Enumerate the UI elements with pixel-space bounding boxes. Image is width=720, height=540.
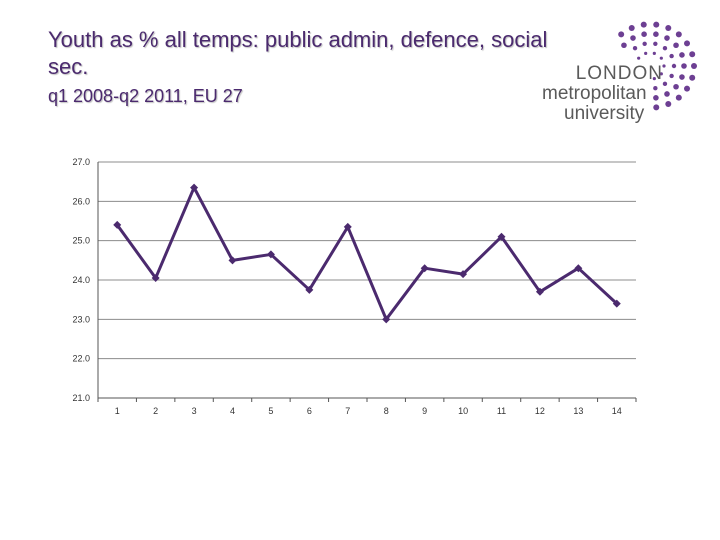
data-point: [574, 264, 583, 273]
logo-dot: [637, 56, 641, 60]
logo-dot: [662, 81, 668, 87]
logo-dot: [664, 35, 670, 41]
logo-dot: [618, 31, 625, 38]
logo-dot: [675, 31, 682, 38]
logo-text-london: LONDON: [575, 63, 663, 84]
logo-dot: [689, 74, 696, 81]
logo-dot: [640, 21, 647, 28]
logo-dot: [662, 64, 666, 68]
x-tick-label: 6: [307, 406, 312, 416]
x-tick-label: 14: [612, 406, 622, 416]
logo-dot: [673, 42, 679, 49]
logo-dot: [652, 51, 656, 55]
x-tick-label: 9: [422, 406, 427, 416]
x-tick-label: 2: [153, 406, 158, 416]
logo-dot: [632, 45, 638, 51]
chart-title: Youth as % all temps: public admin, defe…: [48, 27, 548, 79]
data-point: [497, 232, 506, 241]
data-point: [113, 220, 122, 229]
logo-dot: [675, 94, 682, 101]
logo-dot: [679, 52, 685, 58]
x-tick-label: 8: [384, 406, 389, 416]
logo-dot: [653, 41, 658, 46]
logo-dot: [662, 45, 668, 51]
logo-dot: [659, 72, 663, 76]
logo-dot: [679, 74, 685, 80]
data-point: [535, 287, 544, 296]
x-tick-label: 12: [535, 406, 545, 416]
logo-dot: [684, 40, 691, 47]
logo-dot: [669, 53, 674, 59]
y-tick-label: 23.0: [72, 314, 90, 324]
logo-dot: [641, 31, 647, 37]
logo-dot: [665, 24, 672, 31]
logo-dot: [681, 63, 687, 69]
logo-dot: [653, 104, 660, 111]
x-tick-label: 4: [230, 406, 235, 416]
logo-dot: [644, 51, 648, 55]
data-point: [151, 274, 160, 283]
logo-dot: [665, 101, 672, 108]
data-point: [305, 285, 314, 294]
x-tick-label: 7: [345, 406, 350, 416]
logo-dot: [621, 42, 627, 49]
logo-dot: [673, 83, 679, 90]
y-tick-label: 26.0: [72, 196, 90, 206]
y-tick-label: 24.0: [72, 275, 90, 285]
data-point: [459, 270, 468, 279]
logo-text-university: university: [564, 103, 645, 124]
data-point: [266, 250, 275, 259]
logo-dot: [664, 91, 670, 97]
x-tick-label: 1: [115, 406, 120, 416]
logo-dot: [628, 24, 635, 31]
y-tick-label: 25.0: [72, 236, 90, 246]
data-point: [612, 299, 621, 308]
y-tick-label: 21.0: [72, 393, 90, 403]
logo-dot: [684, 85, 691, 92]
data-point: [420, 264, 429, 273]
logo-dots-icon: [618, 21, 697, 111]
logo-dot: [659, 56, 663, 60]
logo-dot: [653, 95, 659, 101]
x-tick-label: 5: [268, 406, 273, 416]
chart-subtitle: q1 2008-q2 2011, EU 27: [48, 86, 243, 106]
logo-dot: [671, 63, 677, 69]
x-tick-label: 10: [458, 406, 468, 416]
y-tick-label: 22.0: [72, 354, 90, 364]
logo-text-metropolitan: metropolitan: [542, 83, 647, 104]
logo-dot: [653, 21, 660, 28]
x-tick-label: 11: [497, 406, 506, 416]
data-point: [228, 256, 237, 265]
y-tick-label: 27.0: [72, 157, 90, 167]
title-block: Youth as % all temps: public admin, defe…: [48, 26, 548, 107]
logo-dot: [653, 86, 658, 91]
series-line: [115, 186, 618, 321]
logo-dot: [669, 73, 674, 79]
logo-dot: [630, 35, 636, 41]
data-point: [382, 315, 391, 324]
x-tick-label: 13: [573, 406, 583, 416]
data-point: [343, 222, 352, 231]
university-logo: LONDON metropolitan university: [540, 14, 700, 124]
logo-dot: [689, 51, 696, 58]
logo-dot: [653, 31, 659, 37]
data-point: [190, 183, 199, 192]
logo-dot: [642, 41, 647, 46]
logo-dot: [652, 77, 656, 81]
x-tick-label: 3: [192, 406, 197, 416]
logo-dot: [691, 63, 697, 69]
